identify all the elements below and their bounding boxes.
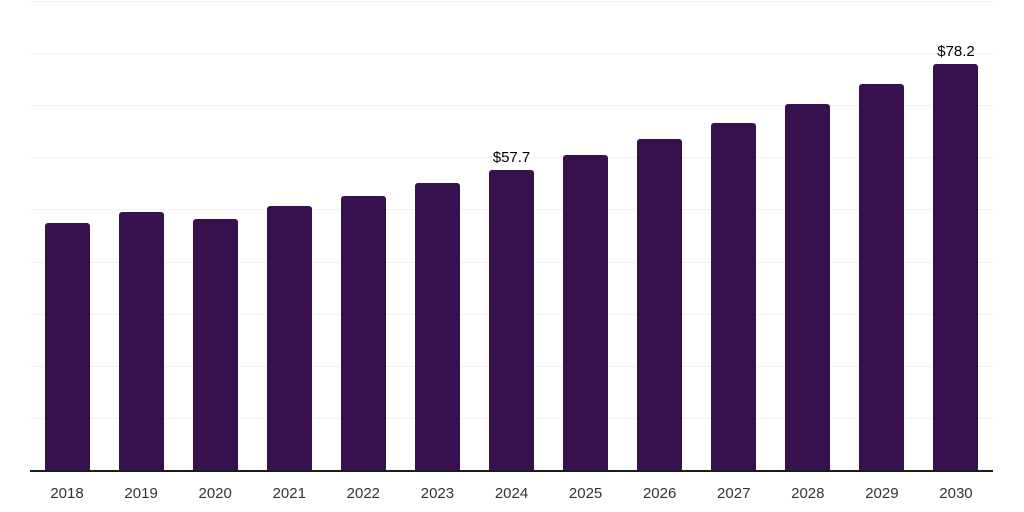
x-axis-line [30,470,993,472]
bar-2028 [785,104,831,471]
x-tick-2019: 2019 [124,485,158,502]
bar-2019 [118,212,164,471]
bar-2022 [340,195,386,471]
bar-2018 [44,223,90,471]
x-tick-2030: 2030 [939,485,973,502]
x-tick-2022: 2022 [346,485,381,502]
bar-slot-2029 [845,0,919,471]
x-tick-2021: 2021 [272,485,306,502]
bar-value-label-2030: $78.2 [937,42,975,60]
bar-2030: $78.2 [933,44,979,471]
bar-slot-2028 [771,0,845,471]
bar-slot-2022 [326,0,400,471]
bar-slot-2019 [104,0,178,471]
gridline-90 [30,1,993,2]
bar-value-label-2024: $57.7 [492,149,531,167]
bar-slot-2018 [30,0,104,471]
x-tick-2025: 2025 [568,485,603,502]
bar-slot-2020 [178,0,252,471]
bar-2027 [711,123,757,471]
bar-2023 [414,182,460,471]
bar-2021 [266,205,312,471]
x-tick-2027: 2027 [717,485,751,502]
bar-slot-2026 [623,0,697,471]
gridline-60 [30,157,993,159]
x-tick-2026: 2026 [642,485,677,502]
bar-2025 [563,155,609,471]
bar-2020 [192,218,238,471]
x-axis-tick-labels: 2018 2019 2020 2021 2022 2023 2024 2025 2026 2027… [30,484,993,504]
x-tick-2028: 2028 [791,485,825,502]
x-tick-2018: 2018 [50,485,84,502]
bar-slot-2023 [400,0,474,471]
plot-area: $57.7 $78.2 [30,0,993,471]
gridline-80 [30,53,993,55]
bar-2024: $57.7 [489,150,534,471]
bar-slot-2024: $57.7 [474,0,548,471]
x-tick-2020: 2020 [198,485,232,502]
bar-slot-2025 [549,0,623,471]
bar-slot-2021 [252,0,326,471]
bar-2029 [859,84,905,471]
bar-slot-2027 [697,0,771,471]
x-tick-2023: 2023 [420,485,455,502]
bars-container: $57.7 $78.2 [30,0,993,471]
bar-2026 [637,139,683,471]
bar-slot-2030: $78.2 [919,0,993,471]
x-tick-2029: 2029 [865,485,899,502]
x-tick-2024: 2024 [494,485,529,502]
gridline-70 [30,105,993,107]
